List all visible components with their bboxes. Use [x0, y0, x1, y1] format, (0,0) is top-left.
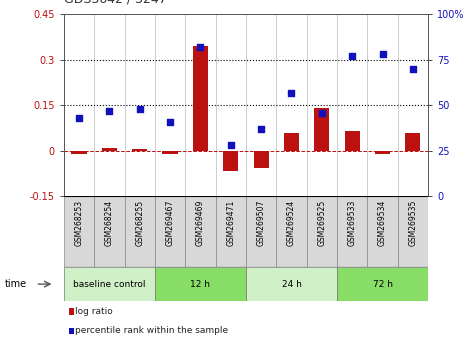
Bar: [64, 267, 155, 301]
Point: [349, 53, 356, 59]
Bar: [246, 267, 337, 301]
Point: [166, 119, 174, 125]
Text: 24 h: 24 h: [281, 280, 301, 289]
Point: [288, 90, 295, 95]
Bar: [155, 196, 185, 267]
Bar: [71, 151, 87, 154]
Bar: [124, 196, 155, 267]
Text: GSM268253: GSM268253: [75, 200, 84, 246]
Text: 12 h: 12 h: [191, 280, 210, 289]
Text: GSM268254: GSM268254: [105, 200, 114, 246]
Point: [318, 110, 325, 115]
Text: percentile rank within the sample: percentile rank within the sample: [75, 326, 228, 336]
Bar: [223, 151, 238, 171]
Bar: [155, 267, 246, 301]
Bar: [64, 196, 94, 267]
Point: [75, 115, 83, 121]
Bar: [276, 196, 307, 267]
Text: log ratio: log ratio: [75, 307, 112, 316]
Bar: [398, 196, 428, 267]
Bar: [246, 196, 276, 267]
Text: GSM269471: GSM269471: [226, 200, 235, 246]
Bar: [94, 196, 124, 267]
Bar: [193, 46, 208, 151]
Bar: [284, 133, 299, 151]
Point: [409, 66, 417, 72]
Point: [227, 143, 235, 148]
Text: GSM269469: GSM269469: [196, 200, 205, 246]
Bar: [163, 151, 178, 154]
Bar: [375, 151, 390, 154]
Point: [379, 51, 386, 57]
Text: baseline control: baseline control: [73, 280, 146, 289]
Text: GSM269533: GSM269533: [348, 200, 357, 246]
Bar: [216, 196, 246, 267]
Bar: [102, 148, 117, 151]
Point: [105, 108, 113, 114]
Point: [257, 126, 265, 132]
Text: time: time: [5, 279, 27, 289]
Point: [136, 106, 143, 112]
Text: GSM269535: GSM269535: [408, 200, 417, 246]
Text: GSM269524: GSM269524: [287, 200, 296, 246]
Text: GSM269525: GSM269525: [317, 200, 326, 246]
Text: GSM269467: GSM269467: [166, 200, 175, 246]
Bar: [337, 267, 428, 301]
Bar: [345, 131, 360, 151]
Bar: [405, 133, 420, 151]
Text: GSM269534: GSM269534: [378, 200, 387, 246]
Bar: [185, 196, 216, 267]
Bar: [254, 151, 269, 167]
Bar: [132, 149, 147, 151]
Bar: [337, 196, 368, 267]
Text: GSM268255: GSM268255: [135, 200, 144, 246]
Point: [197, 44, 204, 50]
Text: 72 h: 72 h: [373, 280, 393, 289]
Bar: [368, 196, 398, 267]
Text: GSM269507: GSM269507: [257, 200, 266, 246]
Bar: [314, 108, 329, 151]
Text: GDS3642 / 3247: GDS3642 / 3247: [64, 0, 166, 5]
Bar: [307, 196, 337, 267]
